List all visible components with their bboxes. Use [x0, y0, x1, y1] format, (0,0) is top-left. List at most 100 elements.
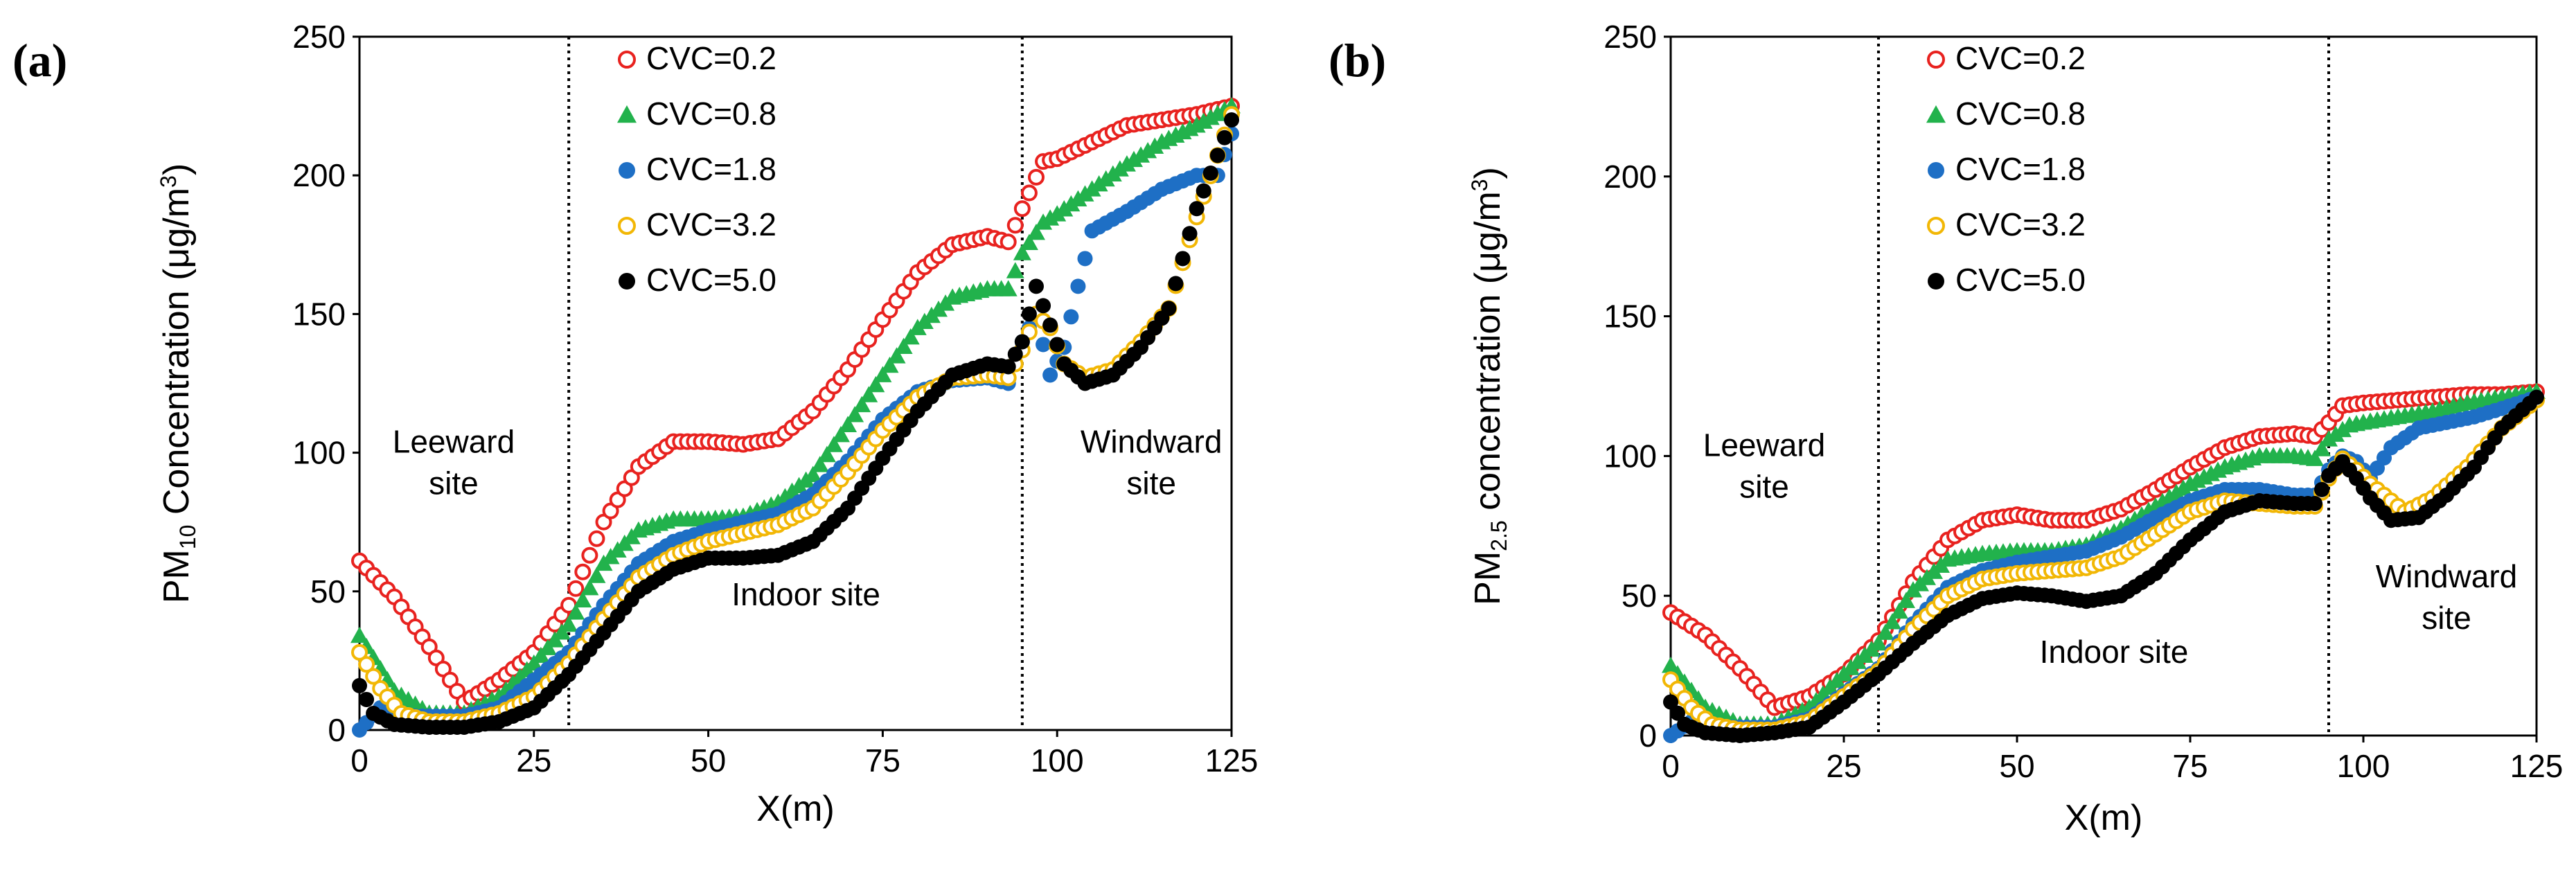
data-point	[1041, 209, 1060, 226]
data-point	[1070, 278, 1086, 294]
x-tick-label: 25	[1826, 748, 1861, 784]
data-point	[574, 591, 592, 608]
series-CVC=5.0	[352, 112, 1239, 735]
legend-label: CVC=5.0	[1955, 262, 2086, 298]
region-label-line: site	[1739, 468, 1789, 504]
data-point	[1224, 112, 1239, 128]
legend: CVC=0.2 CVC=0.8 CVC=1.8 CVC=3.2 CVC=5.0	[617, 40, 776, 298]
data-point	[1897, 591, 1915, 608]
region-label-line: site	[429, 465, 479, 501]
data-point	[1132, 146, 1151, 163]
data-point	[350, 626, 368, 643]
data-point	[1020, 233, 1038, 251]
data-point	[1139, 141, 1157, 159]
data-point	[581, 546, 598, 564]
data-point	[1146, 137, 1164, 154]
data-point	[867, 375, 885, 393]
data-point	[580, 578, 599, 596]
plot-frame	[1669, 35, 2538, 737]
y-axis-title: PM10 Concentration (μg/m3)	[156, 163, 200, 603]
data-point	[1014, 334, 1030, 350]
panel-label: (b)	[1329, 34, 1386, 87]
data-point	[1027, 223, 1045, 240]
y-tick-label: 150	[292, 296, 346, 332]
data-point	[1663, 694, 1678, 710]
x-tick-label: 0	[1662, 748, 1680, 784]
legend-label: CVC=5.0	[646, 262, 776, 298]
region-label: Windward site	[2376, 558, 2518, 636]
legend-marker-CVC=0.2	[618, 51, 636, 69]
data-point	[1196, 183, 1211, 199]
data-point	[1036, 337, 1051, 353]
data-point	[1000, 233, 1017, 251]
data-point	[1883, 613, 1901, 630]
y-tick-label: 0	[328, 712, 346, 748]
y-axis-title-sup: 3	[1467, 179, 1492, 191]
panel-a: (a) 0 25 50 75 100 125 0 50 100 150 200 250 X(m) PM10 …	[12, 19, 1258, 829]
data-point	[588, 530, 605, 547]
data-point	[803, 465, 822, 483]
data-point	[824, 436, 843, 452]
y-axis-title-sub: 2.5	[1486, 520, 1511, 551]
data-point	[1077, 251, 1093, 267]
data-point	[1027, 168, 1045, 186]
data-point	[810, 456, 829, 472]
legend-label: CVC=1.8	[1955, 151, 2086, 187]
y-tick-label: 50	[310, 573, 346, 609]
data-point	[567, 603, 585, 620]
data-point	[365, 668, 382, 685]
data-point	[887, 347, 906, 364]
legend-marker-CVC=0.8	[1926, 105, 1946, 123]
region-label-line: Leeward	[393, 424, 515, 460]
data-point	[1209, 148, 1225, 163]
data-point	[359, 691, 375, 707]
legend-label: CVC=1.8	[646, 151, 776, 187]
x-tick-label: 125	[1205, 742, 1259, 778]
data-point	[894, 337, 913, 355]
x-tick-label: 75	[865, 742, 900, 778]
legend-label: CVC=0.8	[646, 96, 776, 132]
y-axis-title-suffix: )	[157, 163, 197, 175]
data-point	[2314, 481, 2329, 497]
data-point	[1662, 657, 1680, 673]
y-tick-label: 250	[292, 19, 346, 55]
legend-marker-CVC=3.2	[618, 217, 636, 235]
legend-marker-CVC=0.8	[617, 105, 637, 123]
x-tick-label: 50	[1999, 748, 2034, 784]
x-tick-label: 25	[516, 742, 551, 778]
data-point	[574, 563, 592, 580]
panel-b: (b) 0 25 50 75 100 125 0 50 100 150 200 250 X(m) PM2.5…	[1329, 19, 2563, 838]
legend: CVC=0.2 CVC=0.8 CVC=1.8 CVC=3.2 CVC=5.0	[1926, 40, 2086, 298]
x-tick-label: 0	[350, 742, 368, 778]
data-point	[846, 406, 864, 422]
y-tick-label: 0	[1639, 718, 1657, 754]
data-point	[873, 366, 892, 382]
legend-marker-CVC=0.2	[1927, 51, 1945, 69]
region-label: Windward site	[1081, 424, 1223, 501]
data-point	[1036, 298, 1051, 314]
series-CVC=0.8	[350, 97, 1241, 721]
data-point	[1042, 367, 1058, 383]
region-label: Indoor site	[731, 576, 880, 612]
data-point	[1049, 337, 1065, 353]
y-axis-title-prefix: PM	[157, 549, 197, 603]
y-tick-label: 100	[1604, 438, 1657, 474]
data-point	[1168, 276, 1184, 292]
data-point	[2306, 450, 2324, 466]
data-point	[1202, 165, 1218, 181]
x-tick-label: 100	[1031, 742, 1084, 778]
data-point	[1042, 317, 1058, 333]
data-point	[1189, 201, 1205, 217]
data-point	[860, 386, 878, 402]
data-point	[1007, 346, 1023, 362]
data-point	[1876, 623, 1894, 640]
data-point	[1670, 705, 1685, 721]
y-axis-title-mid: concentration (μg/m	[1468, 191, 1508, 520]
x-tick-label: 100	[2337, 748, 2390, 784]
data-point	[1021, 306, 1037, 322]
data-point	[1890, 602, 1908, 619]
data-point	[1063, 309, 1079, 325]
legend-marker-CVC=5.0	[1928, 273, 1944, 290]
data-point	[587, 567, 606, 583]
data-point	[560, 615, 578, 632]
